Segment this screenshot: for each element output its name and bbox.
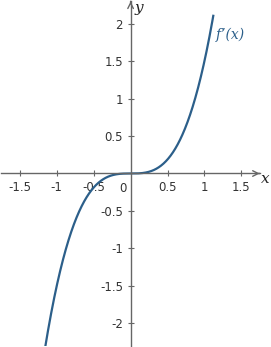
Text: y: y [134,1,143,15]
Text: f’(x): f’(x) [215,28,245,42]
Text: 0: 0 [119,183,126,195]
Text: x: x [261,172,270,186]
